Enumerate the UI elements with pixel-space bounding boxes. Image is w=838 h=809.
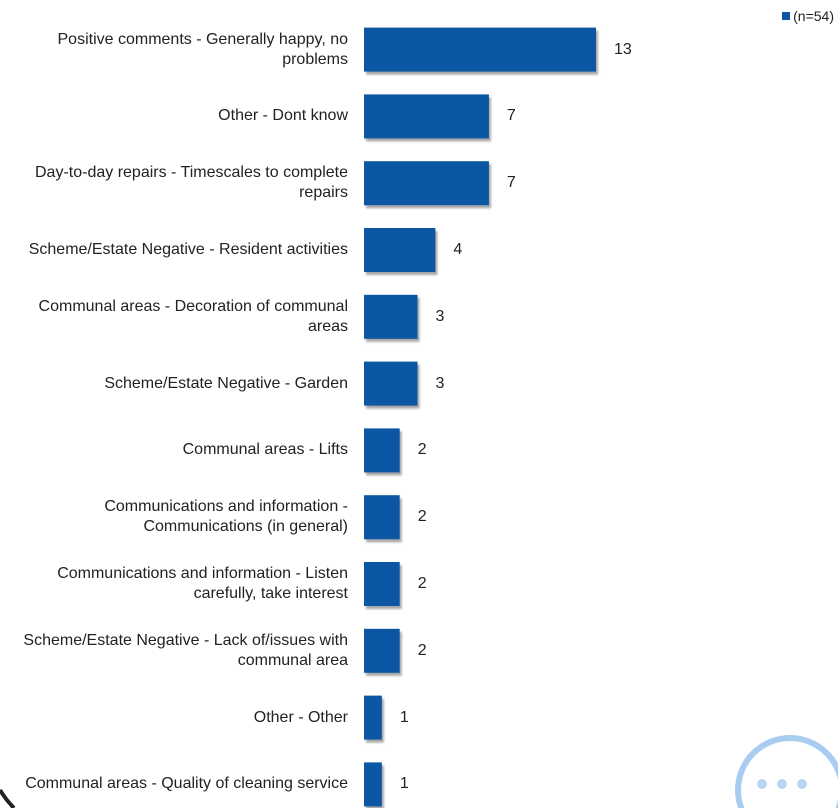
value-label: 2	[417, 508, 427, 526]
chat-icon	[735, 735, 838, 808]
category-label: Scheme/Estate Negative - Resident activi…	[28, 241, 348, 258]
category-label: Scheme/Estate Negative - Lack of/issues …	[23, 631, 348, 669]
bar	[364, 361, 418, 406]
category-label: Other - Other	[253, 708, 348, 726]
bar	[364, 294, 418, 339]
bar	[364, 495, 400, 540]
bar	[364, 94, 489, 139]
bar	[364, 161, 489, 206]
legend-swatch	[782, 12, 791, 20]
value-label: 13	[614, 40, 632, 58]
bar	[364, 628, 400, 673]
value-label: 2	[417, 441, 427, 459]
category-label: Scheme/Estate Negative - Garden	[104, 374, 348, 392]
value-label: 7	[506, 174, 516, 192]
legend-label: (n=54)	[793, 8, 834, 24]
category-label: Communications and information - Communi…	[104, 498, 348, 536]
legend: (n=54)	[782, 8, 834, 24]
value-label: 2	[417, 641, 427, 659]
value-label: 3	[435, 374, 445, 392]
category-label: Communal areas - Decoration of communal …	[38, 297, 348, 335]
category-label: Communal areas - Quality of cleaning ser…	[25, 775, 348, 793]
value-label: 1	[399, 708, 409, 726]
bar	[364, 562, 400, 606]
category-label: Positive comments - Generally happy, no …	[57, 30, 349, 68]
category-label: Communal areas - Lifts	[182, 441, 348, 459]
value-label: 2	[417, 575, 427, 592]
bar	[364, 695, 382, 740]
value-label: 4	[453, 241, 463, 258]
value-label: 1	[399, 775, 409, 793]
category-label: Other - Dont know	[218, 107, 348, 125]
corner-decoration	[0, 788, 16, 808]
value-label: 7	[506, 107, 516, 125]
bar	[364, 762, 382, 807]
category-label: Communications and information - Listen …	[57, 565, 348, 602]
bar	[364, 428, 400, 473]
value-label: 3	[435, 307, 445, 325]
bar	[364, 228, 436, 272]
bar	[364, 27, 596, 72]
category-label: Day-to-day repairs - Timescales to compl…	[35, 164, 348, 202]
